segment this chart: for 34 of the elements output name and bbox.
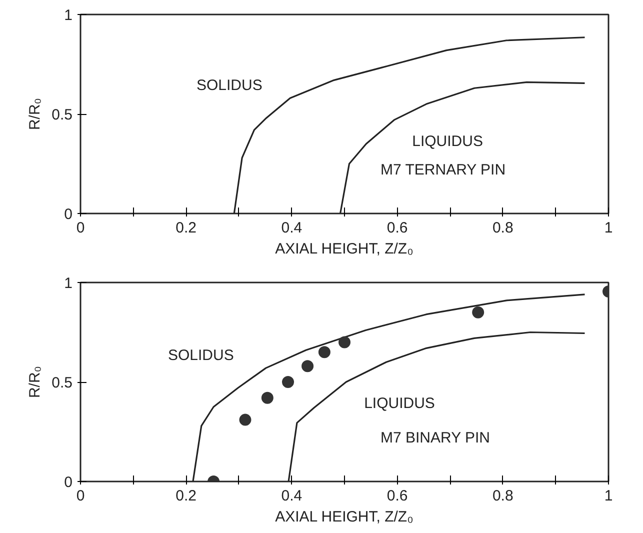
x-axis-title: AXIAL HEIGHT, Z/Z₀ [275, 508, 414, 526]
point [282, 376, 294, 388]
point [261, 392, 274, 404]
x-tick-label: 0.2 [176, 220, 197, 236]
y-axis-title: R/R₀ [26, 366, 44, 398]
series-label: LIQUIDUS [364, 395, 435, 412]
y-tick-label: 0 [64, 474, 72, 491]
x-tick-label: 0.2 [176, 488, 197, 504]
y-tick-label: 0.5 [52, 374, 73, 392]
x-tick-label: 0 [76, 488, 85, 504]
x-tick-label: 0.4 [281, 488, 302, 504]
y-tick-label: 0.5 [52, 106, 73, 124]
x-tick-label: 0.8 [492, 488, 514, 504]
point [318, 346, 330, 358]
series-label: SOLIDUS [196, 76, 262, 94]
y-tick-label: 0 [64, 206, 72, 223]
annotation: M7 TERNARY PIN [380, 162, 506, 178]
x-tick-label: 1 [604, 220, 613, 236]
x-tick-label: 1 [604, 488, 613, 504]
point [338, 336, 350, 348]
x-tick-label: 0 [76, 220, 85, 236]
series-label: LIQUIDUS [412, 132, 483, 150]
x-tick-label: 0.6 [386, 488, 408, 504]
series-label: SOLIDUS [168, 346, 234, 364]
x-tick-label: 0.4 [281, 220, 302, 236]
annotation: M7 BINARY PIN [380, 430, 490, 446]
y-tick-label: 1 [64, 7, 72, 24]
y-axis-title: R/R₀ [26, 98, 44, 130]
point [239, 414, 252, 426]
point [302, 360, 314, 372]
x-tick-label: 0.6 [386, 220, 408, 236]
x-tick-label: 0.8 [492, 220, 514, 236]
y-tick-label: 1 [64, 275, 72, 292]
x-axis-title: AXIAL HEIGHT, Z/Z₀ [275, 240, 414, 258]
